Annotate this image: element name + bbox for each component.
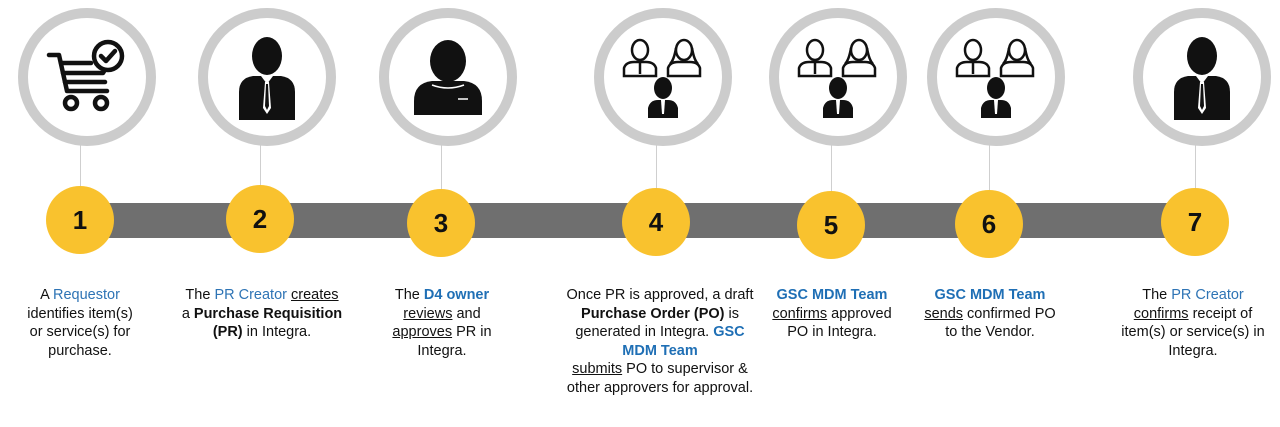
role-label: GSC MDM Team <box>776 287 888 303</box>
step-1-description: A Requestor identifies item(s) or servic… <box>27 287 133 359</box>
action-label: reviews <box>403 305 453 322</box>
businessman-icon <box>239 37 295 120</box>
step-1-number: 1 <box>46 186 114 254</box>
step-4-description: Once PR is approved, a draft Purchase Or… <box>566 287 754 396</box>
connector-line <box>656 140 657 192</box>
step-7-description: The PR Creator confirms receipt of item(… <box>1121 287 1265 359</box>
step-5-number: 5 <box>797 191 865 259</box>
connector-line <box>441 140 442 192</box>
role-label: GSC MDM Team <box>934 287 1046 303</box>
step-7-number: 7 <box>1161 188 1229 256</box>
role-label: D4 owner <box>423 287 490 303</box>
team-icon <box>622 38 702 118</box>
connector-line <box>831 140 832 192</box>
connector-line <box>260 140 261 192</box>
role-label: GSC MDM Team <box>622 324 745 359</box>
action-label: submits <box>572 361 623 377</box>
step-2-description: The PR Creator creates a Purchase Requis… <box>181 287 343 340</box>
step-2-number: 2 <box>226 185 294 253</box>
shopping-cart-check-icon <box>46 39 125 112</box>
role-label: PR Creator <box>214 287 287 303</box>
step-7-icon-ring <box>1133 8 1271 146</box>
connector-line <box>989 140 990 192</box>
person-silhouette-icon <box>414 40 482 115</box>
action-label: approves <box>392 324 453 340</box>
action-label: creates <box>291 287 339 303</box>
step-6-icon-ring <box>927 8 1065 146</box>
step-1-icon-ring <box>18 8 156 146</box>
businessman-icon <box>1174 37 1230 120</box>
team-icon <box>955 38 1035 118</box>
role-label: PR Creator <box>1171 287 1244 303</box>
action-label: confirms <box>772 305 828 322</box>
step-2-icon-ring <box>198 8 336 146</box>
step-5-description: GSC MDM Team confirms approved PO in Int… <box>772 287 892 340</box>
action-label: sends <box>924 305 964 322</box>
connector-line <box>80 140 81 192</box>
step-3-icon-ring <box>379 8 517 146</box>
step-4-number: 4 <box>622 188 690 256</box>
role-label: Requestor <box>53 287 120 303</box>
step-3-description: The D4 owner reviews and approves PR in … <box>392 287 492 359</box>
step-3-number: 3 <box>407 189 475 257</box>
team-icon <box>797 38 877 118</box>
step-5-icon-ring <box>769 8 907 146</box>
step-4-icon-ring <box>594 8 732 146</box>
step-6-number: 6 <box>955 190 1023 258</box>
action-label: confirms <box>1133 305 1189 322</box>
connector-line <box>1195 140 1196 192</box>
step-6-description: GSC MDM Team sends confirmed PO to the V… <box>924 287 1056 340</box>
